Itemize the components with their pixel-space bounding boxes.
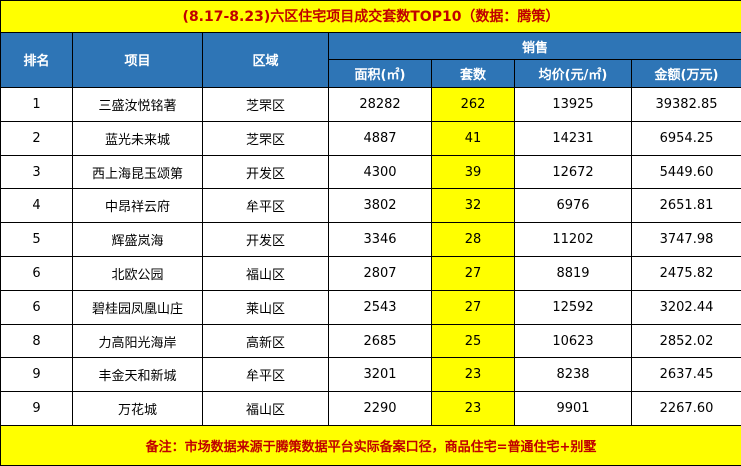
cell-rank: 8 bbox=[0, 323, 73, 359]
cell-district: 芝罘区 bbox=[202, 120, 329, 156]
cell-area: 2685 bbox=[328, 323, 432, 359]
cell-area: 28282 bbox=[328, 87, 432, 122]
cell-avg-price: 8819 bbox=[514, 256, 632, 291]
cell-area: 3201 bbox=[328, 357, 432, 393]
cell-avg-price: 9901 bbox=[514, 391, 632, 426]
table-row: 5 辉盛岚海 开发区 3346 28 11202 3747.98 bbox=[0, 222, 741, 258]
cell-project: 中昂祥云府 bbox=[72, 188, 203, 224]
cell-district: 牟平区 bbox=[202, 357, 329, 393]
cell-amount: 2651.81 bbox=[631, 188, 741, 224]
table-row: 4 中昂祥云府 牟平区 3802 32 6976 2651.81 bbox=[0, 188, 741, 224]
header-amount: 金额(万元) bbox=[631, 59, 741, 89]
cell-district: 牟平区 bbox=[202, 188, 329, 224]
cell-units: 23 bbox=[431, 357, 515, 393]
cell-rank: 2 bbox=[0, 120, 73, 156]
cell-project: 丰金天和新城 bbox=[72, 357, 203, 393]
cell-amount: 39382.85 bbox=[631, 87, 741, 122]
cell-avg-price: 12672 bbox=[514, 154, 632, 190]
header-district: 区域 bbox=[202, 31, 329, 89]
cell-rank: 6 bbox=[0, 289, 73, 325]
cell-units: 27 bbox=[431, 289, 515, 325]
table-row: 3 西上海昆玉颂第 开发区 4300 39 12672 5449.60 bbox=[0, 154, 741, 190]
header-project: 项目 bbox=[72, 31, 203, 89]
header-avg-price: 均价(元/㎡) bbox=[514, 59, 632, 89]
cell-amount: 3202.44 bbox=[631, 289, 741, 325]
cell-units: 41 bbox=[431, 120, 515, 156]
cell-avg-price: 6976 bbox=[514, 188, 632, 224]
cell-area: 4300 bbox=[328, 154, 432, 190]
cell-area: 3802 bbox=[328, 188, 432, 224]
cell-area: 3346 bbox=[328, 222, 432, 258]
footnote: 备注：市场数据来源于腾策数据平台实际备案口径，商品住宅=普通住宅+别墅 bbox=[0, 425, 741, 466]
cell-district: 开发区 bbox=[202, 222, 329, 258]
cell-project: 碧桂园凤凰山庄 bbox=[72, 289, 203, 325]
table-title: (8.17-8.23)六区住宅项目成交套数TOP10（数据：腾策） bbox=[0, 0, 741, 33]
cell-units: 27 bbox=[431, 256, 515, 291]
cell-project: 力高阳光海岸 bbox=[72, 323, 203, 359]
cell-units: 23 bbox=[431, 391, 515, 426]
cell-rank: 4 bbox=[0, 188, 73, 224]
cell-units: 262 bbox=[431, 87, 515, 122]
cell-area: 2290 bbox=[328, 391, 432, 426]
cell-amount: 2475.82 bbox=[631, 256, 741, 291]
cell-project: 蓝光未来城 bbox=[72, 120, 203, 156]
cell-units: 25 bbox=[431, 323, 515, 359]
cell-district: 福山区 bbox=[202, 256, 329, 291]
cell-units: 28 bbox=[431, 222, 515, 258]
cell-district: 莱山区 bbox=[202, 289, 329, 325]
cell-amount: 2637.45 bbox=[631, 357, 741, 393]
cell-district: 芝罘区 bbox=[202, 87, 329, 122]
cell-avg-price: 11202 bbox=[514, 222, 632, 258]
cell-avg-price: 10623 bbox=[514, 323, 632, 359]
table-row: 1 三盛汝悦铭著 芝罘区 28282 262 13925 39382.85 bbox=[0, 87, 741, 122]
cell-avg-price: 8238 bbox=[514, 357, 632, 393]
table-row: 2 蓝光未来城 芝罘区 4887 41 14231 6954.25 bbox=[0, 120, 741, 156]
table-row: 6 北欧公园 福山区 2807 27 8819 2475.82 bbox=[0, 256, 741, 291]
cell-units: 32 bbox=[431, 188, 515, 224]
header-sales: 销售 bbox=[328, 31, 741, 61]
cell-amount: 2267.60 bbox=[631, 391, 741, 426]
table-row: 8 力高阳光海岸 高新区 2685 25 10623 2852.02 bbox=[0, 323, 741, 359]
cell-amount: 2852.02 bbox=[631, 323, 741, 359]
cell-area: 2807 bbox=[328, 256, 432, 291]
header-units: 套数 bbox=[431, 59, 515, 89]
cell-avg-price: 12592 bbox=[514, 289, 632, 325]
cell-amount: 3747.98 bbox=[631, 222, 741, 258]
cell-area: 4887 bbox=[328, 120, 432, 156]
table-row: 6 碧桂园凤凰山庄 莱山区 2543 27 12592 3202.44 bbox=[0, 289, 741, 325]
cell-rank: 6 bbox=[0, 256, 73, 291]
cell-avg-price: 14231 bbox=[514, 120, 632, 156]
cell-area: 2543 bbox=[328, 289, 432, 325]
cell-district: 开发区 bbox=[202, 154, 329, 190]
cell-amount: 5449.60 bbox=[631, 154, 741, 190]
cell-district: 福山区 bbox=[202, 391, 329, 426]
cell-rank: 3 bbox=[0, 154, 73, 190]
cell-district: 高新区 bbox=[202, 323, 329, 359]
cell-project: 三盛汝悦铭著 bbox=[72, 87, 203, 122]
cell-project: 万花城 bbox=[72, 391, 203, 426]
table-row: 9 万花城 福山区 2290 23 9901 2267.60 bbox=[0, 391, 741, 426]
cell-project: 辉盛岚海 bbox=[72, 222, 203, 258]
cell-avg-price: 13925 bbox=[514, 87, 632, 122]
cell-rank: 9 bbox=[0, 357, 73, 393]
cell-rank: 5 bbox=[0, 222, 73, 258]
cell-project: 西上海昆玉颂第 bbox=[72, 154, 203, 190]
table-row: 9 丰金天和新城 牟平区 3201 23 8238 2637.45 bbox=[0, 357, 741, 393]
cell-units: 39 bbox=[431, 154, 515, 190]
cell-project: 北欧公园 bbox=[72, 256, 203, 291]
cell-amount: 6954.25 bbox=[631, 120, 741, 156]
header-area: 面积(㎡) bbox=[328, 59, 432, 89]
cell-rank: 9 bbox=[0, 391, 73, 426]
header-rank: 排名 bbox=[0, 31, 73, 89]
cell-rank: 1 bbox=[0, 87, 73, 122]
